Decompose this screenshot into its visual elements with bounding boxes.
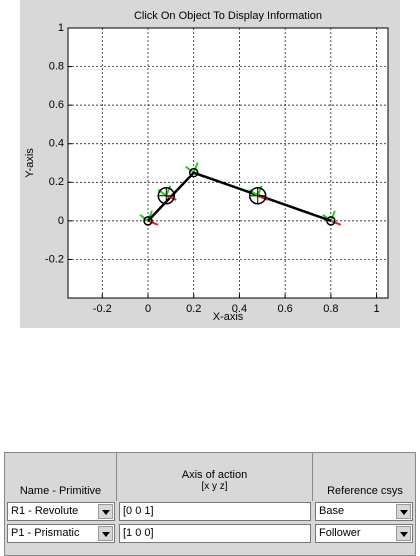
x-axis-label: X-axis: [213, 311, 244, 323]
x-tick-label: -0.2: [93, 303, 112, 315]
x-tick-label: 0.8: [323, 303, 338, 315]
joint-vertex: [188, 167, 199, 178]
table-cell[interactable]: Follower: [315, 524, 413, 543]
x-tick-label: 0.4: [232, 303, 247, 315]
header-text: Name - Primitive: [19, 485, 102, 497]
table-cell: [0 0 1]: [119, 502, 311, 521]
table-cell[interactable]: R1 - Revolute: [7, 502, 115, 521]
frame-axis-x: [330, 219, 342, 226]
table-cell: [1 0 0]: [119, 524, 311, 543]
table-cell[interactable]: Base: [315, 502, 413, 521]
plot-area: [67, 27, 389, 299]
cell-text: Follower: [319, 527, 361, 539]
y-tick-label: 0.4: [49, 138, 64, 150]
link-line: [147, 171, 332, 223]
header-cell: Name - Primitive: [5, 453, 117, 501]
header-cell: Reference csys: [313, 453, 417, 501]
dropdown-button[interactable]: [396, 504, 411, 519]
y-tick-label: 0: [58, 215, 64, 227]
cell-text: Base: [319, 505, 345, 517]
x-tick-label: 1: [374, 303, 380, 315]
header-cell: Axis of action [x y z]: [117, 453, 313, 501]
frame-axis-y: [185, 165, 195, 174]
header-text: Axis of action: [181, 469, 248, 481]
cell-text: [1 0 0]: [123, 527, 154, 539]
cell-text: R1 - Revolute: [11, 505, 79, 517]
frame-axis-z: [256, 185, 263, 197]
y-axis-label: Y-axis: [24, 148, 36, 178]
frame-axis-z: [165, 185, 172, 197]
frame-axis-x: [147, 219, 159, 226]
dropdown-button[interactable]: [98, 504, 113, 519]
y-tick-label: -0.2: [45, 253, 64, 265]
x-tick-label: 0: [145, 303, 151, 315]
dropdown-button[interactable]: [396, 526, 411, 541]
x-tick-label: 0.6: [277, 303, 292, 315]
y-tick-label: 1: [58, 22, 64, 34]
chart-title: Click On Object To Display Information: [134, 10, 322, 22]
header-text: [x y z]: [201, 481, 228, 492]
primitive-table: Name - Primitive Axis of action [x y z] R…: [4, 452, 416, 556]
dropdown-button[interactable]: [98, 526, 113, 541]
frame-axis-z: [329, 210, 336, 222]
joint-vertex: [326, 216, 336, 226]
chart: Click On Object To Display Information X…: [24, 10, 389, 323]
frame-axis-x: [165, 194, 177, 201]
header-text: Reference csys: [327, 485, 403, 497]
frame-axis-x: [257, 194, 269, 201]
y-tick-label: 0.8: [49, 60, 64, 72]
y-tick-label: 0.6: [49, 99, 64, 111]
frame-axis-y: [139, 214, 149, 222]
cell-text: P1 - Prismatic: [11, 527, 80, 539]
x-tick-label: 0.2: [186, 303, 201, 315]
table-cell[interactable]: P1 - Prismatic: [7, 524, 115, 543]
frame-axis-z: [192, 162, 199, 174]
y-tick-label: 0.2: [49, 176, 64, 188]
cell-text: [0 0 1]: [123, 505, 154, 517]
joint-vertex: [143, 216, 153, 226]
